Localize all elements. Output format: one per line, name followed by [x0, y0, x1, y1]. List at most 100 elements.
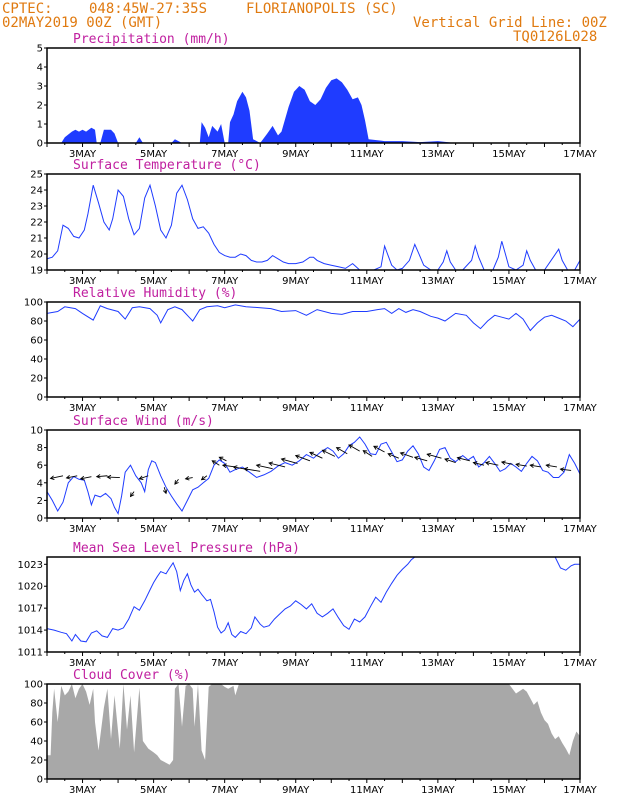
- wind-arrow: [530, 464, 541, 468]
- x-tick-label: 9MAY: [282, 403, 310, 414]
- y-tick-label: 0: [37, 775, 43, 786]
- x-tick-label: 17MAY: [563, 149, 597, 160]
- wind-arrow-head: [95, 474, 101, 479]
- y-tick-label: 23: [30, 202, 43, 213]
- panel-1: Surface Temperature (°C) 19 20 21 22 23 24 25 3M…: [30, 158, 597, 287]
- x-tick-label: 13MAY: [421, 403, 455, 414]
- panel-2: Relative Humidity (%) 0 20 40 60 80 100 3MAY 5MA…: [24, 286, 598, 414]
- x-tick-label: 5MAY: [140, 276, 168, 287]
- x-tick-label: 7MAY: [211, 785, 239, 796]
- wind-arrow-head: [529, 463, 535, 469]
- y-tick-label: 25: [30, 170, 43, 181]
- x-tick-label: 13MAY: [421, 276, 455, 287]
- panel-frame: [46, 173, 581, 271]
- y-tick-label: 1: [37, 120, 43, 131]
- x-tick-label: 3MAY: [69, 276, 97, 287]
- wind-arrow-head: [559, 467, 565, 472]
- wind-arrow: [473, 462, 485, 466]
- y-tick-label: 4: [37, 63, 43, 74]
- x-tick-label: 3MAY: [69, 524, 97, 535]
- wind-arrow: [501, 461, 513, 465]
- wind-arrow-head: [373, 445, 378, 450]
- wind-arrow: [309, 452, 323, 459]
- x-tick-label: 9MAY: [282, 149, 310, 160]
- y-tick-label: 1023: [18, 560, 43, 571]
- wind-arrow: [185, 477, 193, 480]
- x-tick-label: 3MAY: [69, 658, 97, 669]
- y-tick-label: 1020: [18, 582, 43, 593]
- x-tick-label: 15MAY: [492, 658, 526, 669]
- wind-arrow: [515, 463, 527, 467]
- y-tick-label: 1011: [18, 648, 43, 659]
- y-tick-label: 0: [37, 393, 43, 404]
- wind-arrow-head: [472, 461, 478, 466]
- wind-arrow: [163, 487, 167, 494]
- wind-arrow-head: [129, 492, 135, 498]
- header-location: FLORIANOPOLIS (SC): [246, 1, 398, 17]
- wind-arrow-head: [200, 475, 206, 481]
- x-tick-label: 17MAY: [563, 785, 597, 796]
- wind-arrow: [348, 444, 360, 452]
- series-line: [47, 304, 580, 332]
- header-coords: 048:45W-27:35S: [89, 1, 208, 17]
- wind-arrow-head: [399, 451, 405, 457]
- x-tick-label: 9MAY: [282, 524, 310, 535]
- x-tick-label: 5MAY: [140, 403, 168, 414]
- x-tick-label: 9MAY: [282, 658, 310, 669]
- x-tick-label: 9MAY: [282, 276, 310, 287]
- y-tick-label: 100: [24, 298, 43, 309]
- x-tick-label: 15MAY: [492, 524, 526, 535]
- wind-arrow-head: [49, 475, 55, 480]
- wind-arrow-head: [426, 452, 432, 458]
- wind-arrow: [130, 491, 135, 497]
- x-tick-label: 13MAY: [421, 524, 455, 535]
- y-tick-label: 20: [30, 250, 43, 261]
- y-tick-label: 40: [30, 355, 43, 366]
- wind-arrow: [201, 475, 208, 481]
- x-tick-label: 15MAY: [492, 276, 526, 287]
- wind-arrow-head: [243, 466, 249, 472]
- y-tick-label: 8: [37, 443, 43, 454]
- y-tick-label: 6: [37, 461, 43, 472]
- y-tick-label: 22: [30, 218, 43, 229]
- x-tick-label: 13MAY: [421, 658, 455, 669]
- wind-arrow: [414, 456, 428, 462]
- wind-arrow: [281, 458, 298, 464]
- y-tick-label: 0: [37, 514, 43, 525]
- wind-arrow: [485, 462, 499, 466]
- x-tick-label: 13MAY: [421, 785, 455, 796]
- panel-3: Surface Wind (m/s) 0 2 4 6 8 10 3MAY 5MAY 7MAY 9MA…: [30, 414, 597, 535]
- x-tick-label: 17MAY: [563, 403, 597, 414]
- y-tick-label: 2: [37, 101, 43, 112]
- x-tick-label: 5MAY: [140, 658, 168, 669]
- x-tick-label: 15MAY: [492, 149, 526, 160]
- y-tick-label: 1014: [18, 626, 43, 637]
- x-tick-label: 11MAY: [350, 785, 384, 796]
- y-tick-label: 5: [37, 44, 43, 55]
- wind-arrow: [427, 453, 442, 459]
- wind-arrow: [444, 458, 456, 463]
- panel-frame: [46, 556, 581, 653]
- panel-data: [47, 684, 580, 779]
- x-tick-label: 11MAY: [350, 658, 384, 669]
- panel-title: Relative Humidity (%): [73, 286, 237, 301]
- x-tick-label: 9MAY: [282, 785, 310, 796]
- y-tick-label: 21: [30, 234, 43, 245]
- wind-arrow: [66, 475, 78, 479]
- wind-arrow: [295, 455, 311, 462]
- panel-title: Cloud Cover (%): [73, 668, 190, 683]
- panel-data: [47, 183, 580, 270]
- y-tick-label: 3: [37, 82, 43, 93]
- panel-title: Precipitation (mm/h): [73, 32, 230, 47]
- wind-arrow-head: [174, 480, 179, 485]
- wind-arrow: [363, 450, 373, 457]
- y-tick-label: 19: [30, 266, 43, 277]
- wind-arrow-head: [500, 460, 506, 466]
- x-tick-label: 3MAY: [69, 403, 97, 414]
- y-tick-label: 0: [37, 139, 43, 150]
- wind-arrow: [546, 464, 557, 468]
- x-tick-label: 7MAY: [211, 403, 239, 414]
- wind-arrow-head: [515, 462, 520, 468]
- x-tick-label: 17MAY: [563, 276, 597, 287]
- x-tick-label: 17MAY: [563, 658, 597, 669]
